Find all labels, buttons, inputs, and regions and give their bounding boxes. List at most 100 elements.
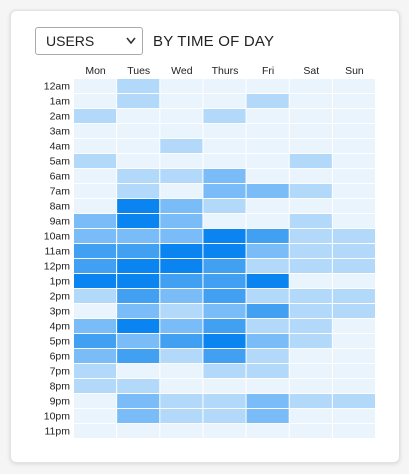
- heat-cell: [203, 154, 246, 168]
- heat-cell: [332, 109, 375, 123]
- heat-cell: [289, 349, 332, 363]
- heat-cell: [160, 304, 203, 318]
- heat-cell: [203, 424, 246, 438]
- heat-cell: [246, 394, 289, 408]
- heat-cell: [246, 169, 289, 183]
- heat-cell: [203, 109, 246, 123]
- heat-cell: [289, 244, 332, 258]
- heat-cell: [289, 199, 332, 213]
- heat-cell: [246, 274, 289, 288]
- heat-cell: [74, 154, 117, 168]
- heat-cell: [203, 274, 246, 288]
- heat-cell: [203, 169, 246, 183]
- heat-cell: [289, 259, 332, 273]
- heat-cell: [160, 109, 203, 123]
- heat-cell: [117, 319, 160, 333]
- heat-cell: [117, 184, 160, 198]
- heat-cell: [160, 244, 203, 258]
- heat-cell: [289, 124, 332, 138]
- column-label: Tues: [127, 65, 150, 77]
- heat-cell: [332, 304, 375, 318]
- heat-cell: [74, 364, 117, 378]
- heat-cell: [160, 79, 203, 93]
- row-label: 3am: [50, 125, 71, 137]
- heat-cell: [74, 394, 117, 408]
- heat-cell: [246, 319, 289, 333]
- heat-cell: [117, 214, 160, 228]
- column-label: Sat: [303, 65, 319, 77]
- heat-cell: [332, 394, 375, 408]
- heatmap: Mon Tues Wed Thurs Fri Sat Sun 12am 1am 2am 3am 4am…: [44, 65, 375, 438]
- heat-cell: [117, 304, 160, 318]
- metric-dropdown[interactable]: USERS: [35, 27, 143, 55]
- row-label: 5pm: [50, 335, 71, 347]
- heat-cell: [117, 274, 160, 288]
- row-label: 11pm: [45, 425, 71, 437]
- row-label: 8am: [50, 200, 71, 212]
- heat-cell: [332, 94, 375, 108]
- heat-cell: [117, 334, 160, 348]
- row-label: 12am: [44, 80, 71, 92]
- row-label: 8pm: [50, 380, 71, 392]
- heat-cell: [74, 409, 117, 423]
- heat-cell: [203, 94, 246, 108]
- heat-cell: [289, 364, 332, 378]
- heat-cell: [289, 304, 332, 318]
- heat-cell: [332, 259, 375, 273]
- heat-cell: [74, 244, 117, 258]
- row-label: 6am: [50, 170, 71, 182]
- heat-cell: [289, 274, 332, 288]
- heat-cell: [203, 124, 246, 138]
- row-label: 4pm: [50, 320, 71, 332]
- row-label: 10am: [44, 230, 71, 242]
- row-label: 7pm: [50, 365, 71, 377]
- heat-cell: [332, 199, 375, 213]
- heat-cell: [74, 379, 117, 393]
- card: USERS BY TIME OF DAY Mon Tues Wed Thurs Fri S…: [10, 10, 400, 463]
- heat-cell: [74, 259, 117, 273]
- heat-cell: [332, 274, 375, 288]
- heat-cell: [160, 424, 203, 438]
- heat-cell: [74, 94, 117, 108]
- heat-cell: [117, 364, 160, 378]
- heat-cell: [203, 214, 246, 228]
- heat-cell: [246, 214, 289, 228]
- row-label: 3pm: [50, 305, 71, 317]
- heat-cell: [117, 289, 160, 303]
- heat-cell: [289, 169, 332, 183]
- heat-cell: [289, 394, 332, 408]
- heat-cell: [289, 319, 332, 333]
- dropdown-value: USERS: [46, 33, 95, 49]
- row-label: 9am: [50, 215, 71, 227]
- heat-cell: [74, 304, 117, 318]
- heat-cell: [332, 154, 375, 168]
- heat-cell: [332, 364, 375, 378]
- chevron: [126, 37, 136, 45]
- heat-cell: [246, 244, 289, 258]
- heat-cell: [117, 259, 160, 273]
- heat-cell: [74, 424, 117, 438]
- heat-cell: [160, 379, 203, 393]
- heat-cell: [246, 424, 289, 438]
- column-label: Sun: [345, 65, 364, 77]
- heat-cell: [74, 109, 117, 123]
- heat-cell: [203, 334, 246, 348]
- heat-cell: [74, 274, 117, 288]
- heat-cell: [246, 184, 289, 198]
- heat-cell: [203, 244, 246, 258]
- heat-cell: [160, 184, 203, 198]
- heat-cell: [117, 109, 160, 123]
- heat-cell: [160, 319, 203, 333]
- heat-cell: [289, 109, 332, 123]
- heat-cell: [289, 94, 332, 108]
- heat-cell: [246, 199, 289, 213]
- heat-cell: [160, 289, 203, 303]
- heat-cell: [74, 229, 117, 243]
- heat-cell: [74, 334, 117, 348]
- heat-cell: [332, 319, 375, 333]
- heat-cell: [117, 154, 160, 168]
- heat-cell: [289, 154, 332, 168]
- heat-cell: [246, 334, 289, 348]
- heat-cell: [117, 199, 160, 213]
- chart-title: BY TIME OF DAY: [153, 33, 275, 50]
